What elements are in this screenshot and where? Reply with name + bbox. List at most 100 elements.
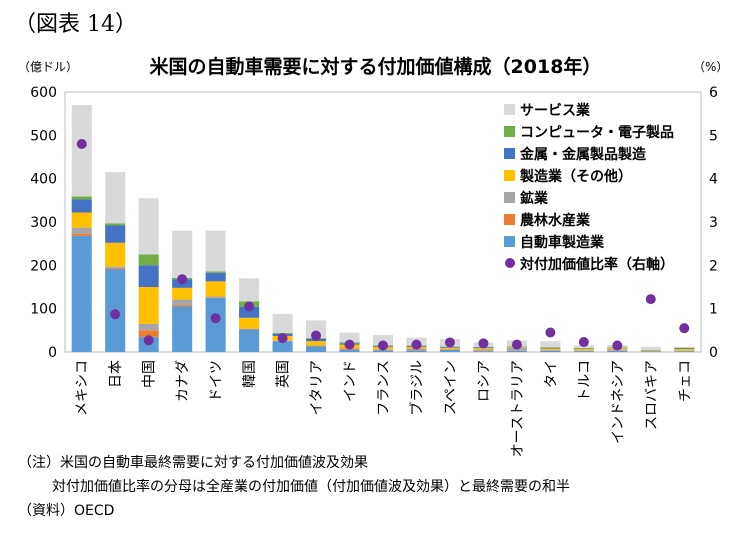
bar-segment — [473, 351, 494, 352]
ratio-point — [478, 338, 489, 349]
legend-swatch — [504, 170, 515, 181]
bar-segment — [205, 271, 226, 273]
y-right-tick-label: 5 — [709, 128, 718, 144]
legend-label: 農林水産業 — [520, 212, 591, 229]
bar-segment — [71, 227, 92, 234]
legend-swatch — [504, 148, 515, 159]
ratio-point — [244, 301, 255, 312]
legend-swatch — [504, 236, 515, 247]
legend-label: 鉱業 — [520, 190, 549, 207]
bar-segment — [540, 348, 561, 350]
ratio-point — [645, 294, 656, 305]
bar-segment — [473, 348, 494, 350]
bar-segment — [406, 349, 427, 351]
bar-segment — [306, 346, 327, 352]
bar-segment — [71, 233, 92, 236]
ratio-point — [76, 139, 87, 149]
y-left-tick-label: 500 — [30, 128, 57, 144]
y-left-tick-label: 600 — [30, 85, 57, 101]
x-category-label: トルコ — [577, 360, 593, 402]
bar-segment — [205, 272, 226, 282]
x-category-label: スロバキア — [644, 360, 660, 430]
legend-label: 自動車製造業 — [520, 234, 605, 251]
bar-segment — [105, 266, 126, 268]
legend-label: サービス業 — [520, 102, 591, 119]
bar-segment — [573, 351, 594, 352]
x-category-label: イタリア — [309, 360, 325, 415]
bar-segment — [640, 346, 661, 350]
bar-segment — [138, 323, 159, 331]
x-category-label: インド — [343, 360, 359, 402]
bar-segment — [640, 350, 661, 352]
bar-segment — [306, 320, 327, 339]
bar-segment — [607, 350, 628, 352]
bar-segment — [540, 347, 561, 349]
ratio-point — [344, 339, 355, 350]
bar-segment — [138, 287, 159, 324]
bar-segment — [540, 341, 561, 348]
bar-segment — [372, 335, 394, 346]
y-right-tick-label: 1 — [709, 302, 718, 318]
bar-segment — [239, 306, 260, 318]
bar-segment — [540, 350, 561, 352]
bar-segment — [105, 225, 126, 243]
bar-segment — [372, 350, 394, 352]
y-right-tick-label: 2 — [709, 258, 718, 274]
ratio-point — [311, 330, 322, 341]
bar-segment — [239, 317, 260, 329]
legend-swatch — [504, 126, 515, 137]
bar-segment — [172, 306, 193, 352]
bar-segment — [439, 349, 460, 352]
ratio-point — [578, 337, 589, 348]
bar-segment — [674, 351, 695, 352]
ratio-point — [444, 337, 455, 348]
bar-segment — [239, 278, 260, 302]
x-category-label: フランス — [376, 360, 392, 416]
ratio-point — [110, 309, 121, 320]
bar-segment — [205, 281, 226, 297]
x-category-label: ブラジル — [408, 360, 425, 416]
bar-segment — [105, 223, 126, 226]
x-category-label: 韓国 — [242, 360, 258, 388]
bar-segment — [339, 349, 360, 352]
figure-label: （図表 14） — [14, 12, 137, 37]
x-category-label: オーストラリア — [510, 360, 526, 457]
y-right-tick-label: 0 — [709, 345, 718, 361]
right-axis-unit: （%） — [693, 60, 729, 74]
bar-segment — [339, 332, 360, 343]
bar-segment — [138, 265, 159, 287]
bar-segment — [272, 313, 293, 333]
y-right-tick-label: 4 — [709, 172, 718, 188]
note-line-1: （注）米国の自動車最終需要に対する付加価値波及効果 — [18, 455, 368, 471]
y-left-tick-label: 100 — [30, 302, 57, 318]
bar-segment — [439, 347, 460, 349]
bar-segment — [105, 267, 126, 269]
legend-label: 対付加価値比率（右軸） — [519, 256, 674, 273]
x-category-label: インドネシア — [610, 360, 626, 444]
bar-segment — [205, 296, 226, 298]
source-note: （資料）OECD — [18, 503, 115, 519]
bar-segment — [138, 198, 159, 255]
x-category-label: ドイツ — [209, 360, 225, 402]
left-axis-unit: （億ドル） — [18, 60, 79, 74]
bar-segment — [138, 330, 159, 337]
bar-segment — [138, 254, 159, 266]
ratio-point — [177, 274, 188, 285]
y-left-tick-label: 0 — [48, 345, 57, 361]
bar-segment — [674, 346, 695, 348]
y-left-tick-label: 400 — [30, 172, 57, 188]
x-category-label: 英国 — [275, 360, 292, 388]
bar-segment — [473, 349, 494, 351]
x-category-label: 中国 — [142, 360, 158, 388]
chart-title: 米国の自動車需要に対する付加価値構成（2018年） — [149, 56, 602, 78]
bar-segment — [105, 242, 126, 267]
bar-segment — [172, 230, 193, 278]
ratio-point — [679, 323, 690, 334]
ratio-point — [143, 335, 154, 346]
bar-segment — [306, 341, 327, 346]
legend-swatch — [504, 104, 515, 115]
ratio-point — [612, 340, 623, 351]
ratio-point — [210, 313, 221, 324]
legend-label: 製造業（その他） — [519, 168, 632, 185]
